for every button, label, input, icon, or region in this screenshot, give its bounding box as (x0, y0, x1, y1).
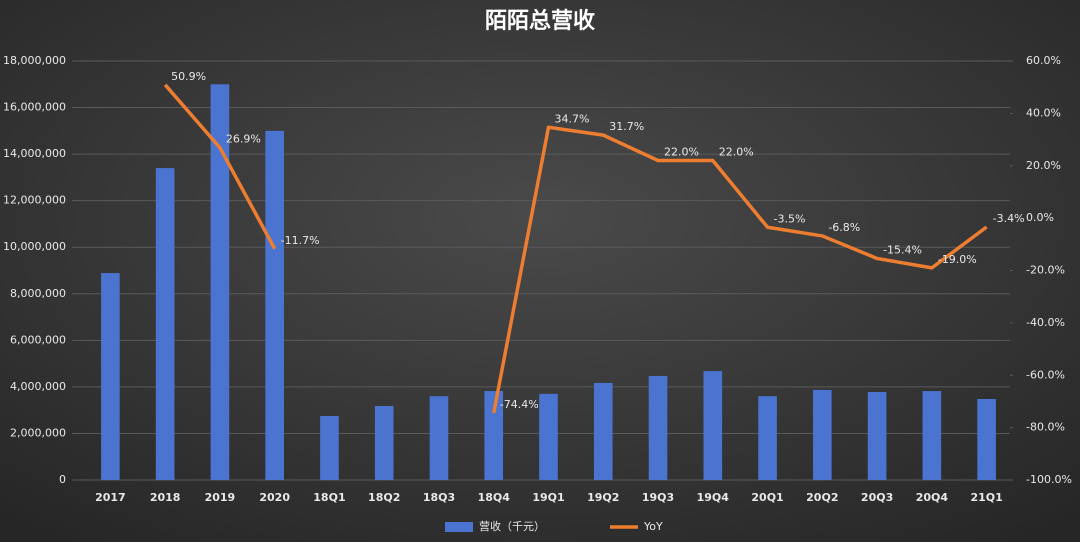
bar (539, 393, 558, 480)
x-tick-label: 2019 (205, 491, 236, 504)
x-tick-label: 20Q3 (861, 491, 893, 504)
bar (429, 396, 449, 480)
x-tick-label: 18Q3 (423, 491, 455, 504)
x-tick-label: 19Q2 (587, 491, 619, 504)
x-tick-label: 20Q4 (916, 491, 949, 504)
x-tick-label: 19Q3 (642, 491, 674, 504)
data-label: -19.0% (938, 253, 977, 266)
bar (320, 415, 339, 480)
data-label: 26.9% (226, 133, 261, 146)
data-label: 22.0% (664, 146, 699, 159)
y-tick-label: 10,000,000 (3, 240, 66, 253)
x-tick-label: 19Q1 (532, 491, 564, 504)
data-label: 34.7% (555, 112, 590, 125)
data-label: -15.4% (883, 243, 922, 256)
bar (867, 392, 887, 480)
y-tick-label: 0 (59, 473, 66, 486)
y-tick-label: 8,000,000 (10, 287, 66, 300)
data-label: -11.7% (281, 234, 320, 247)
bar (155, 168, 175, 481)
data-label: 31.7% (609, 120, 644, 133)
bar (977, 398, 996, 480)
x-tick-label: 18Q1 (313, 491, 345, 504)
bar (101, 273, 120, 480)
data-label: -74.4% (500, 398, 539, 411)
bar (648, 375, 668, 480)
legend-swatch (445, 522, 473, 532)
y2-tick-label: 20.0% (1026, 159, 1061, 172)
data-label: -3.5% (774, 212, 806, 225)
bar (758, 396, 777, 480)
y-tick-label: 4,000,000 (10, 380, 66, 393)
bar (593, 382, 613, 480)
x-tick-label: 20Q2 (806, 491, 838, 504)
bar (703, 371, 723, 480)
data-label: 22.0% (719, 146, 754, 159)
y2-tick-label: -100.0% (1026, 473, 1072, 486)
y2-tick-label: 0.0% (1026, 211, 1054, 224)
y2-tick-label: -60.0% (1026, 368, 1065, 381)
y-tick-label: 6,000,000 (10, 333, 66, 346)
x-tick-label: 2017 (95, 491, 126, 504)
y-tick-label: 18,000,000 (3, 54, 66, 67)
y2-tick-label: 60.0% (1026, 54, 1061, 67)
bar (484, 391, 504, 480)
bar (265, 130, 284, 481)
y2-tick-label: 40.0% (1026, 106, 1061, 119)
y-tick-label: 12,000,000 (3, 194, 66, 207)
x-tick-label: 18Q4 (478, 491, 511, 504)
data-label: -6.8% (828, 221, 860, 234)
bar (374, 405, 394, 480)
y-tick-label: 2,000,000 (10, 426, 66, 439)
y2-tick-label: -80.0% (1026, 421, 1065, 434)
legend-label: 营收（千元） (479, 519, 545, 533)
x-tick-label: 18Q2 (368, 491, 400, 504)
legend-label: YoY (643, 520, 663, 533)
x-tick-label: 19Q4 (697, 491, 730, 504)
bar (813, 389, 832, 480)
data-label: -3.4% (993, 212, 1025, 225)
chart-title: 陌陌总营收 (485, 8, 595, 34)
x-tick-label: 21Q1 (970, 491, 1002, 504)
bar (210, 84, 230, 481)
bar (922, 391, 942, 480)
y-tick-label: 16,000,000 (3, 101, 66, 114)
y2-tick-label: -20.0% (1026, 264, 1065, 277)
x-tick-label: 2020 (259, 491, 290, 504)
y-tick-label: 14,000,000 (3, 147, 66, 160)
line (163, 83, 988, 414)
y2-tick-label: -40.0% (1026, 316, 1065, 329)
x-tick-label: 20Q1 (751, 491, 783, 504)
data-label: 50.9% (171, 70, 206, 83)
x-tick-label: 2018 (150, 491, 181, 504)
